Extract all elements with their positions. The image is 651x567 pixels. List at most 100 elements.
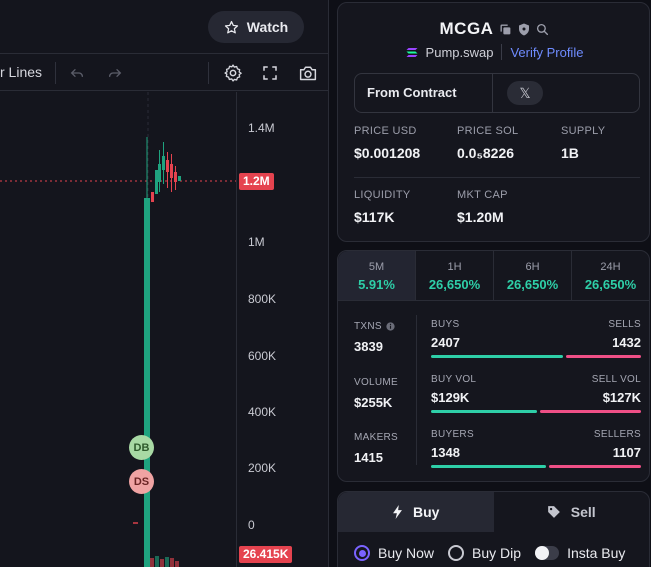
verify-profile-link[interactable]: Verify Profile bbox=[510, 44, 584, 60]
stat-value: $1.20M bbox=[457, 209, 504, 225]
buy-dip-label[interactable]: Buy Dip bbox=[472, 545, 522, 561]
buy-dip-radio[interactable] bbox=[448, 545, 465, 561]
candlestick-plot bbox=[0, 92, 236, 567]
sells-label: SELLS bbox=[608, 319, 641, 330]
supply-stat: SUPPLY 1B bbox=[561, 125, 605, 161]
trade-card: Buy Sell Buy Now Buy Dip Insta Buy bbox=[337, 491, 650, 567]
stat-label: PRICE SOL bbox=[457, 125, 519, 137]
volume-bar bbox=[144, 554, 149, 567]
buyers-sellers-split: BUYERS SELLERS 1348 1107 bbox=[431, 429, 641, 468]
redo-icon[interactable] bbox=[104, 62, 126, 84]
candle bbox=[155, 170, 158, 194]
insta-buy-toggle[interactable] bbox=[535, 546, 560, 560]
stat-value: 1415 bbox=[354, 450, 383, 465]
volume-bar bbox=[155, 556, 159, 567]
undo-icon[interactable] bbox=[66, 62, 88, 84]
volume-bar bbox=[175, 561, 179, 567]
buy-tab-label: Buy bbox=[413, 504, 440, 520]
divider bbox=[501, 44, 503, 60]
stat-label: PRICE USD bbox=[354, 125, 417, 137]
contract-box: From Contract 𝕏 bbox=[354, 73, 640, 113]
buy-vol-value: $129K bbox=[431, 390, 470, 405]
search-icon[interactable] bbox=[536, 23, 549, 36]
stat-value: 3839 bbox=[354, 339, 383, 354]
axis-tick: 200K bbox=[248, 461, 277, 475]
timeframe-change: 26,650% bbox=[584, 277, 637, 292]
sell-vol-value: $127K bbox=[602, 390, 641, 405]
settings-gear-icon[interactable] bbox=[222, 62, 244, 84]
camera-icon[interactable] bbox=[297, 62, 319, 84]
volume-bar bbox=[150, 558, 154, 567]
axis-tick: 1.4M bbox=[248, 121, 275, 135]
stat-label: LIQUIDITY bbox=[354, 189, 411, 201]
candle bbox=[174, 172, 177, 182]
buy-sell-volume-split: BUY VOL SELL VOL $129K $127K bbox=[431, 374, 641, 413]
sell-tab-label: Sell bbox=[570, 504, 596, 520]
solana-icon bbox=[406, 47, 418, 57]
trade-tabs: Buy Sell bbox=[338, 492, 649, 532]
tab-buy[interactable]: Buy bbox=[338, 492, 494, 532]
buys-label: BUYS bbox=[431, 319, 460, 330]
order-type-options: Buy Now Buy Dip Insta Buy bbox=[354, 545, 625, 561]
buys-value: 2407 bbox=[431, 335, 460, 350]
candle bbox=[170, 164, 173, 178]
toolbar-divider bbox=[208, 62, 209, 84]
copy-icon[interactable] bbox=[499, 23, 512, 36]
tag-icon bbox=[547, 506, 560, 518]
watch-label: Watch bbox=[246, 19, 289, 35]
chart-toolbar: r Lines bbox=[0, 53, 328, 91]
txns-stat: TXNS 3839 bbox=[354, 321, 395, 354]
divider bbox=[354, 177, 640, 178]
price-lines-toggle[interactable]: r Lines bbox=[0, 64, 43, 80]
axis-tick: 600K bbox=[248, 349, 277, 363]
tab-1h[interactable]: 1H 26,650% bbox=[416, 251, 494, 301]
info-icon[interactable] bbox=[386, 322, 395, 331]
axis-tick: 0 bbox=[248, 518, 255, 532]
stat-value: $117K bbox=[354, 209, 395, 225]
buy-vol-label: BUY VOL bbox=[431, 374, 477, 385]
timeframe-label: 24H bbox=[600, 261, 621, 273]
buy-now-radio[interactable] bbox=[354, 545, 370, 561]
buys-sells-split: BUYS SELLS 2407 1432 bbox=[431, 319, 641, 358]
dev-buy-marker[interactable]: DB bbox=[129, 435, 154, 460]
watch-button[interactable]: Watch bbox=[208, 11, 304, 43]
buy-now-label[interactable]: Buy Now bbox=[378, 545, 435, 561]
tab-6h[interactable]: 6H 26,650% bbox=[494, 251, 572, 301]
tab-sell[interactable]: Sell bbox=[494, 492, 650, 532]
stat-label: VOLUME bbox=[354, 377, 399, 388]
volume-stat: VOLUME $255K bbox=[354, 377, 398, 410]
tab-24h[interactable]: 24H 26,650% bbox=[572, 251, 649, 301]
buy-ratio-bar bbox=[431, 410, 537, 413]
stat-label: SUPPLY bbox=[561, 125, 606, 137]
stat-label: TXNS bbox=[354, 321, 395, 332]
market-cap-stat: MKT CAP $1.20M bbox=[457, 189, 508, 225]
insta-buy-label[interactable]: Insta Buy bbox=[567, 545, 626, 561]
timeframe-tabs: 5M 5.91% 1H 26,650% 6H 26,650% 24H 26,65… bbox=[338, 251, 649, 301]
from-contract-label[interactable]: From Contract bbox=[355, 74, 493, 112]
token-info-card: MCGA Pump.swap Verify Profile From Contr… bbox=[337, 2, 650, 242]
sell-vol-label: SELL VOL bbox=[591, 374, 641, 385]
fullscreen-icon[interactable] bbox=[259, 62, 281, 84]
sellers-label: SELLERS bbox=[593, 429, 641, 440]
dex-link[interactable]: Pump.swap bbox=[425, 44, 494, 60]
sellers-value: 1107 bbox=[612, 445, 641, 460]
chart-panel: Watch r Lines bbox=[0, 0, 329, 567]
stat-label: MAKERS bbox=[354, 432, 399, 443]
dev-sell-marker[interactable]: DS bbox=[129, 469, 154, 494]
timeframe-label: 6H bbox=[525, 261, 540, 273]
price-chart[interactable] bbox=[0, 92, 328, 567]
buy-ratio-bar bbox=[431, 465, 547, 468]
sell-ratio-bar bbox=[539, 410, 641, 413]
x-social-icon[interactable]: 𝕏 bbox=[507, 81, 543, 105]
axis-tick: 400K bbox=[248, 405, 277, 419]
timeframe-label: 5M bbox=[368, 261, 385, 273]
candle bbox=[158, 164, 161, 182]
txns-label: TXNS bbox=[354, 321, 382, 332]
liquidity-stat: LIQUIDITY $117K bbox=[354, 189, 411, 225]
price-usd-stat: PRICE USD $0.001208 bbox=[354, 125, 420, 161]
candle bbox=[144, 198, 150, 567]
shield-icon[interactable] bbox=[518, 23, 530, 36]
tab-5m[interactable]: 5M 5.91% bbox=[338, 251, 416, 301]
axis-tick: 800K bbox=[248, 292, 277, 306]
token-header: MCGA bbox=[338, 19, 651, 39]
